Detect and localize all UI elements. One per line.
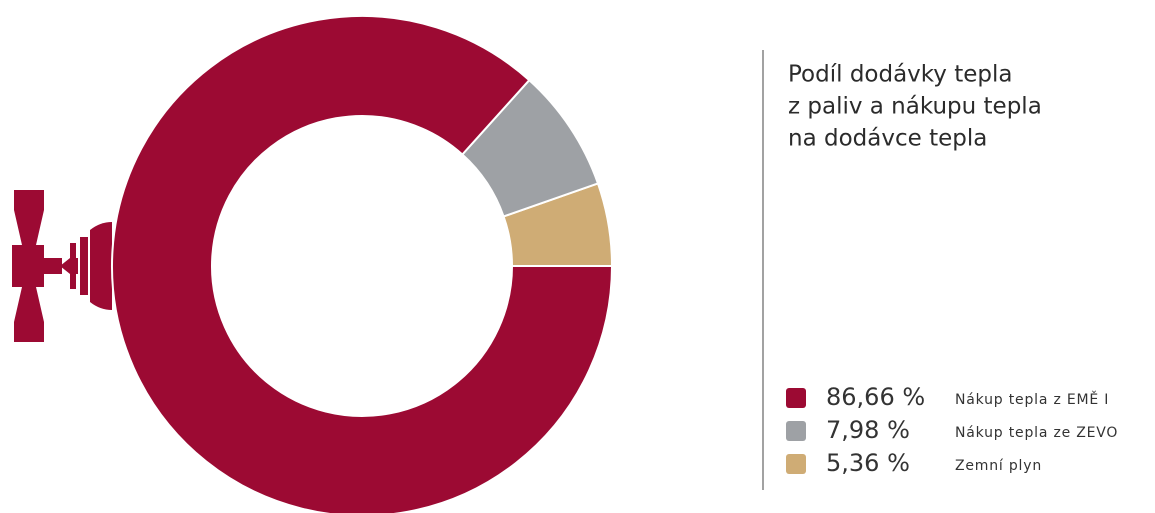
decoration bbox=[12, 190, 112, 342]
legend-swatch bbox=[786, 388, 806, 408]
value-label: 86,66 % bbox=[826, 383, 925, 411]
slice bbox=[111, 15, 614, 513]
title-line: Podíl dodávky tepla bbox=[788, 62, 1012, 88]
legend-swatch bbox=[786, 421, 806, 441]
legend-label: Nákup tepla z EMĚ I bbox=[955, 391, 1109, 408]
legend-label: Zemní plyn bbox=[955, 458, 1042, 474]
title-line: z paliv a nákupu tepla bbox=[788, 94, 1042, 120]
legend-swatch bbox=[786, 454, 806, 474]
value-label: 5,36 % bbox=[826, 449, 910, 477]
legend-label: Nákup tepla ze ZEVO bbox=[955, 425, 1118, 441]
title-line: na dodávce tepla bbox=[788, 126, 987, 152]
value-label: 7,98 % bbox=[826, 416, 910, 444]
